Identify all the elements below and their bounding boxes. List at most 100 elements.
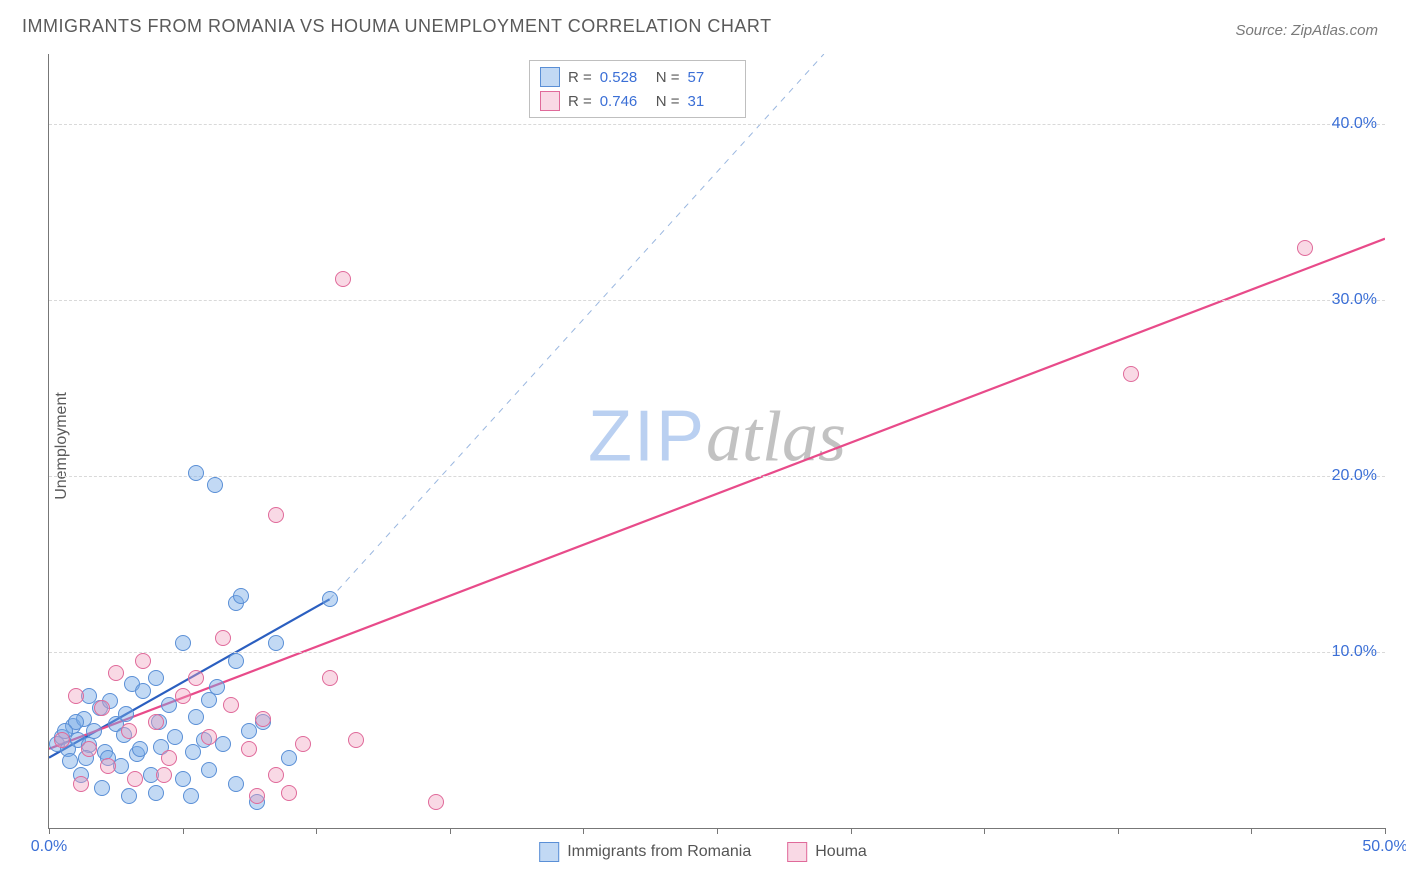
gridline [49, 652, 1385, 653]
scatter-point [255, 711, 271, 727]
stats-legend: R = 0.528 N = 57 R = 0.746 N = 31 [529, 60, 747, 118]
n-value: 31 [687, 93, 735, 110]
scatter-point [348, 732, 364, 748]
n-value: 57 [687, 69, 735, 86]
scatter-point [335, 271, 351, 287]
scatter-point [268, 635, 284, 651]
scatter-point [81, 741, 97, 757]
x-tick [851, 828, 852, 834]
scatter-point [94, 780, 110, 796]
scatter-point [108, 665, 124, 681]
legend-item: Houma [787, 842, 867, 862]
legend-swatch [787, 842, 807, 862]
scatter-point [281, 750, 297, 766]
trend-line [49, 239, 1385, 749]
scatter-point [127, 771, 143, 787]
r-value: 0.746 [600, 93, 648, 110]
scatter-point [268, 767, 284, 783]
scatter-point [1123, 366, 1139, 382]
scatter-point [249, 788, 265, 804]
scatter-point [281, 785, 297, 801]
y-tick-label: 30.0% [1332, 291, 1377, 309]
scatter-point [188, 670, 204, 686]
r-label: R = [568, 93, 592, 110]
scatter-point [183, 788, 199, 804]
n-label: N = [656, 69, 680, 86]
scatter-point [135, 653, 151, 669]
scatter-point [175, 635, 191, 651]
scatter-point [156, 767, 172, 783]
scatter-point [295, 736, 311, 752]
scatter-point [207, 477, 223, 493]
legend-label: Immigrants from Romania [567, 843, 751, 861]
x-tick [583, 828, 584, 834]
scatter-point [322, 670, 338, 686]
stats-legend-row: R = 0.746 N = 31 [540, 89, 736, 113]
scatter-point [233, 588, 249, 604]
trend-line [330, 54, 824, 599]
scatter-point [73, 776, 89, 792]
scatter-point [268, 507, 284, 523]
scatter-point [201, 692, 217, 708]
watermark-atlas: atlas [706, 396, 846, 476]
scatter-point [121, 788, 137, 804]
y-tick-label: 20.0% [1332, 467, 1377, 485]
stats-legend-row: R =0.528N =57 [540, 65, 736, 89]
scatter-point [175, 688, 191, 704]
legend-label: Houma [815, 843, 867, 861]
legend-item: Immigrants from Romania [539, 842, 751, 862]
scatter-point [322, 591, 338, 607]
x-tick [49, 828, 50, 834]
scatter-point [68, 688, 84, 704]
scatter-point [94, 700, 110, 716]
x-tick [1251, 828, 1252, 834]
scatter-point [228, 776, 244, 792]
scatter-point [86, 723, 102, 739]
scatter-point [188, 465, 204, 481]
watermark: ZIPatlas [588, 395, 846, 478]
x-tick [1118, 828, 1119, 834]
scatter-point [121, 723, 137, 739]
scatter-point [161, 750, 177, 766]
x-tick-label: 0.0% [31, 838, 67, 856]
r-value: 0.528 [600, 69, 648, 86]
scatter-point [148, 785, 164, 801]
scatter-point [148, 714, 164, 730]
scatter-point [175, 771, 191, 787]
scatter-point [201, 729, 217, 745]
chart-title: IMMIGRANTS FROM ROMANIA VS HOUMA UNEMPLO… [22, 16, 772, 37]
scatter-point [223, 697, 239, 713]
scatter-point [118, 706, 134, 722]
x-tick [984, 828, 985, 834]
legend-swatch [539, 842, 559, 862]
x-tick [316, 828, 317, 834]
gridline [49, 300, 1385, 301]
scatter-point [228, 653, 244, 669]
source-credit: Source: ZipAtlas.com [1235, 22, 1378, 39]
scatter-point [167, 729, 183, 745]
bottom-legend: Immigrants from Romania Houma [521, 842, 885, 867]
watermark-zip: ZIP [588, 396, 706, 476]
gridline [49, 476, 1385, 477]
x-tick [1385, 828, 1386, 834]
x-tick [717, 828, 718, 834]
n-label: N = [656, 93, 680, 110]
y-tick-label: 10.0% [1332, 643, 1377, 661]
scatter-point [62, 753, 78, 769]
scatter-point [1297, 240, 1313, 256]
scatter-point [135, 683, 151, 699]
scatter-point [428, 794, 444, 810]
scatter-point [54, 732, 70, 748]
legend-swatch [540, 67, 560, 87]
scatter-point [185, 744, 201, 760]
scatter-point [100, 758, 116, 774]
y-tick-label: 40.0% [1332, 115, 1377, 133]
x-tick [183, 828, 184, 834]
trend-lines-layer [49, 54, 1385, 828]
chart-plot-area: ZIPatlas 10.0%20.0%30.0%40.0%0.0%50.0% [48, 54, 1385, 829]
scatter-point [132, 741, 148, 757]
gridline [49, 124, 1385, 125]
scatter-point [241, 741, 257, 757]
x-tick-label: 50.0% [1362, 838, 1406, 856]
x-tick [450, 828, 451, 834]
